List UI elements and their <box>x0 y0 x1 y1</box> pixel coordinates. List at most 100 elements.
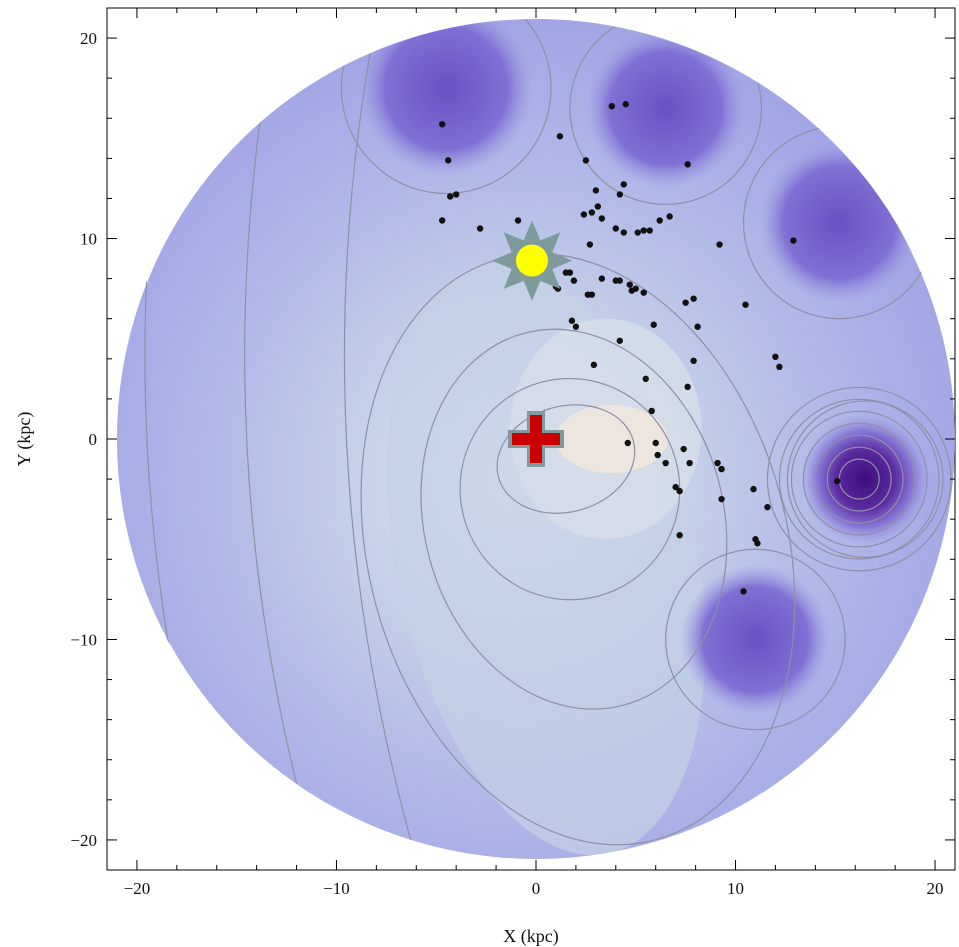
data-point <box>764 503 771 511</box>
data-point <box>790 237 797 244</box>
data-point <box>622 101 629 108</box>
data-point <box>616 337 623 344</box>
data-point <box>648 407 655 415</box>
data-point <box>650 321 657 328</box>
data-point <box>682 299 689 306</box>
data-point <box>444 157 452 164</box>
data-point <box>686 459 693 467</box>
data-point <box>640 289 647 296</box>
axis-ticks: −20 −10 0 10 20 −20 −10 0 10 20 <box>70 8 955 898</box>
data-point <box>556 133 564 140</box>
data-point <box>620 181 627 188</box>
contour-ring-0 <box>496 404 636 514</box>
data-point <box>590 361 598 369</box>
contour-ring-1 <box>459 377 681 601</box>
data-point <box>750 485 757 493</box>
data-point <box>476 225 484 232</box>
data-point <box>626 281 633 288</box>
contour-arc-1 <box>244 19 318 859</box>
contour-arc-0 <box>343 19 417 859</box>
data-point <box>716 241 723 248</box>
data-point <box>714 459 721 467</box>
data-point <box>616 191 623 198</box>
y-tick-label: −10 <box>70 630 97 649</box>
y-tick-label: 20 <box>80 29 97 48</box>
data-point <box>616 277 623 284</box>
data-point <box>662 459 669 467</box>
data-point <box>834 477 841 485</box>
data-point <box>594 203 602 210</box>
data-point <box>580 211 588 218</box>
data-point <box>694 323 701 330</box>
data-point <box>624 439 631 447</box>
data-point <box>514 217 522 224</box>
dark-region-2 <box>759 142 920 303</box>
markers <box>492 220 572 467</box>
data-point <box>754 540 761 547</box>
data-point <box>632 285 639 292</box>
y-tick-label: 0 <box>89 430 98 449</box>
data-point <box>672 483 679 491</box>
contour-dark-ring-4 <box>790 410 928 548</box>
x-tick-label: −10 <box>323 879 350 898</box>
contour-dark-outline-4 <box>665 548 846 731</box>
contour-dark-ring-1 <box>826 446 892 512</box>
data-point <box>666 213 673 220</box>
data-point <box>598 215 606 222</box>
data-point <box>684 161 691 168</box>
contour-dark-outline-0 <box>340 19 552 195</box>
data-point <box>586 241 594 248</box>
contour-dark-ring-5 <box>778 398 940 560</box>
contour-dark-ring-2 <box>814 434 904 524</box>
y-tick-label: −20 <box>70 831 97 850</box>
data-point <box>446 193 454 200</box>
y-tick-label: 10 <box>80 230 97 249</box>
contour-dark-outline-1 <box>569 19 763 206</box>
contour-dark-outline-3 <box>786 400 944 558</box>
cross-icon <box>507 411 564 467</box>
x-tick-label: 0 <box>532 879 541 898</box>
data-point <box>652 439 659 447</box>
data-point <box>452 191 460 198</box>
dark-region-4 <box>680 564 831 715</box>
contour-dark-ring-3 <box>802 422 916 536</box>
data-point <box>680 445 687 453</box>
data-point <box>640 227 647 234</box>
dark-region-1 <box>585 28 746 189</box>
data-point <box>642 375 649 383</box>
data-point <box>654 451 661 459</box>
galactic-disk <box>116 19 955 859</box>
sun-icon <box>492 220 572 301</box>
data-points <box>439 101 841 595</box>
dark-region-0 <box>358 19 534 176</box>
data-point <box>620 229 627 236</box>
peak-region <box>555 404 668 474</box>
data-point <box>612 225 619 232</box>
sun-disc <box>515 244 548 277</box>
data-point <box>690 357 697 365</box>
data-point <box>776 363 783 371</box>
data-point <box>568 317 576 324</box>
data-point <box>572 323 580 330</box>
data-point <box>592 187 600 194</box>
data-point <box>676 532 683 539</box>
data-point <box>582 157 590 164</box>
axis-labels: X (kpc) Y (kpc) <box>14 412 559 947</box>
contour-ring-2 <box>420 328 728 710</box>
data-point <box>772 353 779 361</box>
x-tick-label: 10 <box>727 879 744 898</box>
x-tick-label: 20 <box>927 879 944 898</box>
data-point <box>598 275 606 282</box>
data-point <box>588 291 596 298</box>
data-point <box>608 103 616 110</box>
data-point <box>684 383 691 391</box>
data-point <box>588 209 596 216</box>
data-point <box>718 465 725 473</box>
dark-region-3 <box>800 413 931 545</box>
data-point <box>566 269 574 276</box>
data-point <box>718 495 725 503</box>
data-point <box>634 229 641 236</box>
data-point <box>740 588 747 595</box>
data-point <box>439 217 446 224</box>
